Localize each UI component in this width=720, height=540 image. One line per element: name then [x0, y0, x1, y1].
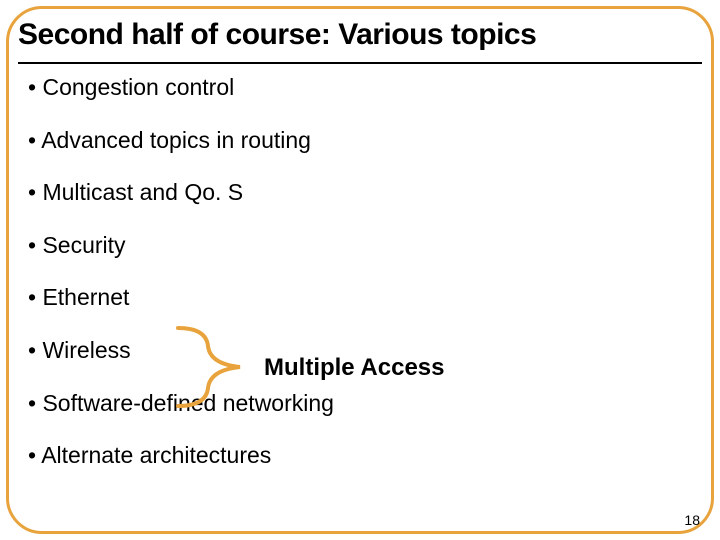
bracket-icon: [168, 322, 258, 412]
body-region: • Congestion control • Advanced topics i…: [28, 74, 692, 495]
bullet-item: • Multicast and Qo. S: [28, 179, 692, 207]
bullet-item: • Ethernet: [28, 284, 692, 312]
bullet-item: • Alternate architectures: [28, 442, 692, 470]
page-number: 18: [684, 512, 700, 528]
bullet-text: Advanced topics in routing: [41, 127, 311, 153]
bullet-item: • Security: [28, 232, 692, 260]
bullet-text: Ethernet: [42, 284, 129, 310]
bullet-text: Security: [42, 232, 125, 258]
bullet-text: Alternate architectures: [41, 442, 271, 468]
annotation-label: Multiple Access: [264, 354, 445, 382]
bullet-item: • Software-defined networking: [28, 390, 692, 418]
slide-title: Second half of course: Various topics: [18, 18, 702, 52]
bullet-text: Multicast and Qo. S: [42, 179, 243, 205]
bullet-text: Congestion control: [42, 74, 234, 100]
title-region: Second half of course: Various topics: [18, 12, 702, 64]
bullet-item: • Advanced topics in routing: [28, 127, 692, 155]
bullet-text: Wireless: [42, 337, 130, 363]
bullet-item: • Congestion control: [28, 74, 692, 102]
